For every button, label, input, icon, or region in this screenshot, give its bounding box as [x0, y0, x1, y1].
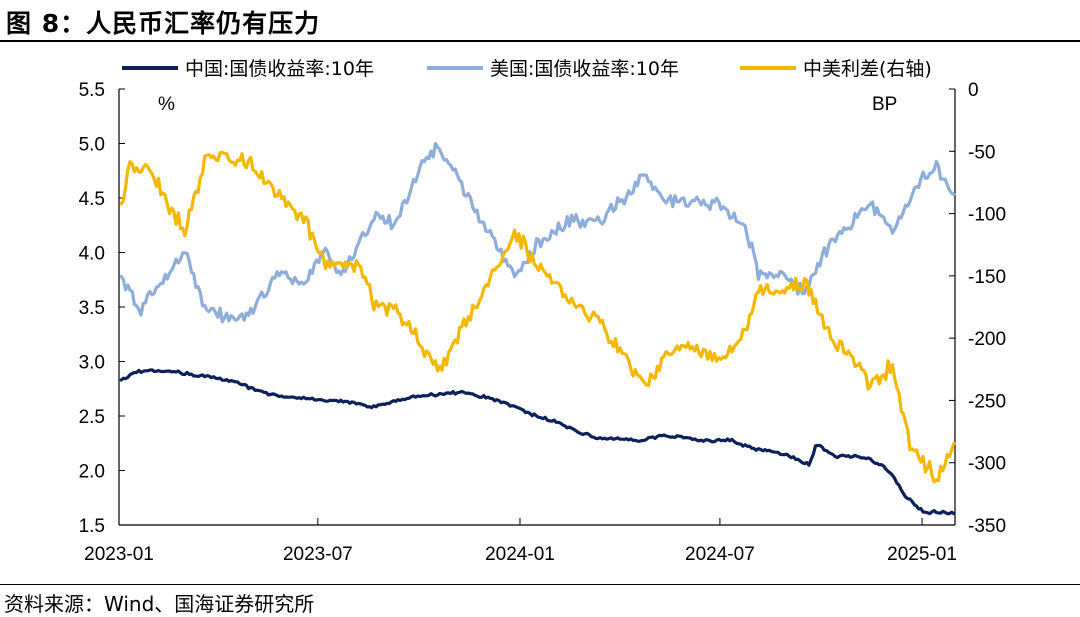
right-tick-label: -300 [968, 454, 1006, 475]
right-axis-unit: BP [872, 94, 897, 115]
left-tick-label: 2.0 [79, 462, 105, 483]
left-tick-label: 3.0 [79, 353, 105, 374]
series-line-2 [119, 142, 956, 324]
left-tick-label: 5.0 [79, 135, 105, 156]
right-tick-label: -50 [968, 142, 995, 163]
right-tick-label: -200 [968, 329, 1006, 350]
x-tick-label: 2024-01 [485, 544, 555, 565]
right-tick-label: -150 [968, 267, 1006, 288]
left-tick-label: 1.5 [79, 516, 105, 537]
chart-axes: 5.5 5.0 4.5 4.0 3.5 3.0 2.5 2.0 1.5 0 -50 -100 -150 -… [79, 80, 1006, 565]
legend-label-2: 美国:国债收益率:10年 [490, 58, 679, 80]
right-tick-label: 0 [968, 80, 979, 101]
series-layer [119, 142, 956, 516]
right-tick-label: -350 [968, 516, 1006, 537]
left-tick-label: 5.5 [79, 80, 105, 101]
legend-label-1: 中国:国债收益率:10年 [185, 58, 374, 80]
title-rule [0, 40, 1080, 42]
source-note: 资料来源：Wind、国海证券研究所 [4, 592, 315, 616]
right-tick-label: -250 [968, 391, 1006, 412]
x-tick-label: 2023-07 [283, 544, 353, 565]
series-line-3 [119, 150, 956, 484]
yield-spread-chart: 5.5 5.0 4.5 4.0 3.5 3.0 2.5 2.0 1.5 0 -50 -100 -150 -… [79, 58, 1006, 565]
legend-label-3: 中美利差(右轴) [803, 58, 932, 80]
left-tick-label: 4.5 [79, 189, 105, 210]
x-tick-label: 2023-01 [84, 544, 154, 565]
source-rule [0, 584, 1080, 585]
left-tick-label: 4.0 [79, 244, 105, 265]
figure-title: 图 8：人民币汇率仍有压力 [6, 9, 321, 38]
chart-legend: 中国:国债收益率:10年 美国:国债收益率:10年 中美利差(右轴) [122, 58, 932, 80]
left-axis-unit: % [158, 94, 175, 115]
left-tick-label: 3.5 [79, 298, 105, 319]
x-tick-label: 2024-07 [685, 544, 755, 565]
x-tick-label: 2025-01 [887, 544, 957, 565]
series-line-1 [119, 368, 956, 516]
left-tick-label: 2.5 [79, 407, 105, 428]
right-tick-label: -100 [968, 205, 1006, 226]
